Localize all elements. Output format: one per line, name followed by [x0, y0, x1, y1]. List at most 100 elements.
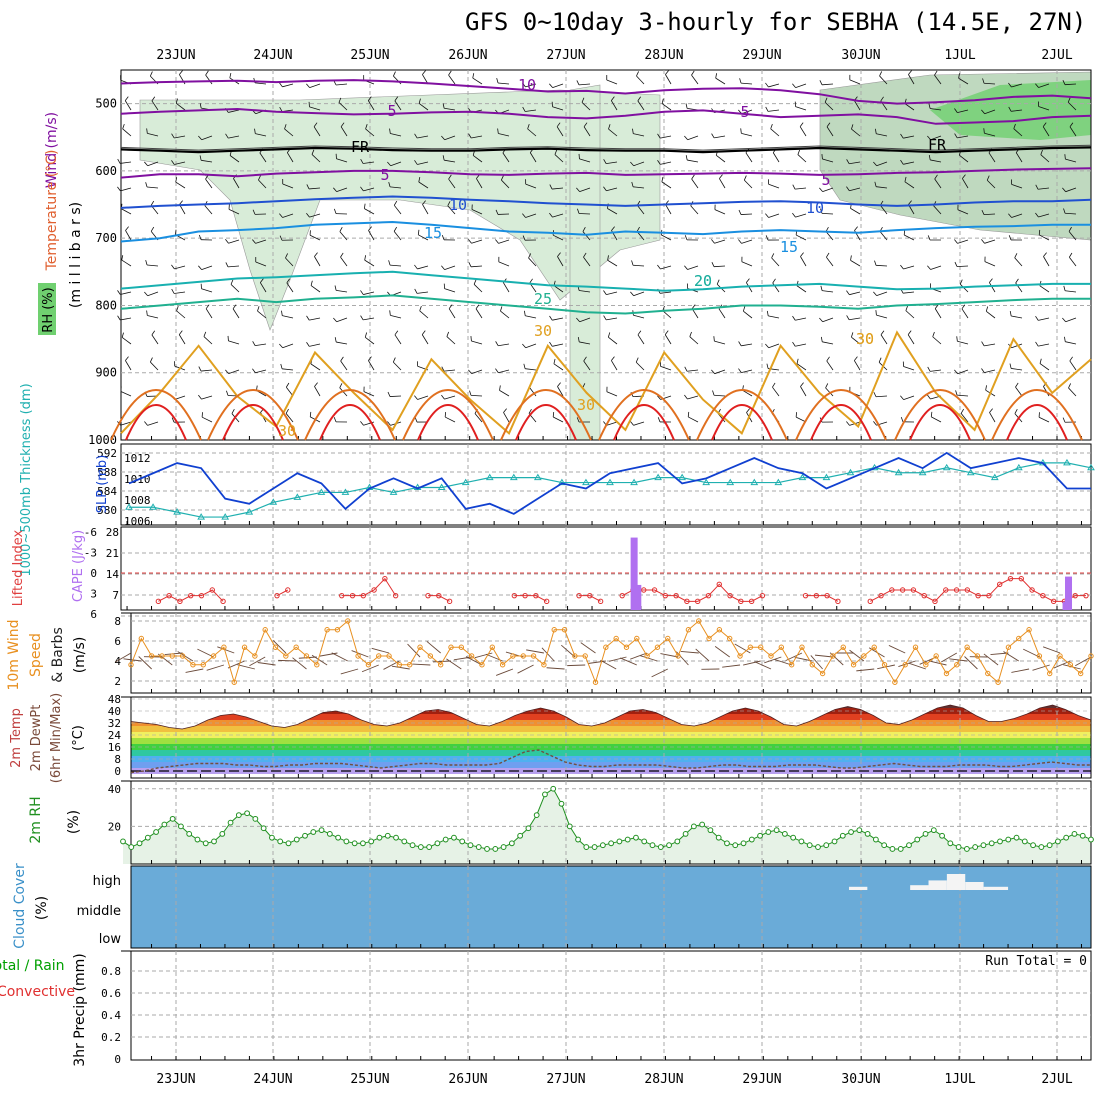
- upper-wind-barb-flag: [792, 83, 796, 88]
- cloud-background: [131, 866, 1091, 948]
- upper-wind-barb-flag: [1062, 187, 1066, 192]
- upper-wind-barb: [121, 259, 132, 267]
- temperature-contour-35: [304, 389, 396, 441]
- date-label-bottom: 1JUL: [944, 1072, 975, 1087]
- upper-wind-barb-flag: [447, 201, 451, 206]
- wind10m-speed-marker: [1005, 644, 1012, 650]
- thickness-marker: [702, 478, 711, 486]
- upper-wind-barb: [1011, 83, 1023, 88]
- upper-wind-barb-flag: [905, 305, 908, 311]
- upper-wind-barb: [421, 334, 429, 345]
- upper-wind-barb-flag: [171, 133, 175, 139]
- slp-tick-label: 1012: [124, 452, 151, 465]
- temp2m-tick-label: 40: [108, 705, 121, 718]
- ylabel-rh: RH (%): [41, 287, 56, 332]
- upper-wind-barb-flag: [389, 310, 391, 316]
- upper-wind-barb-flag: [203, 331, 207, 337]
- upper-wind-barb: [903, 161, 915, 165]
- upper-wind-barb-flag: [145, 182, 148, 188]
- rh2m-marker: [1063, 834, 1070, 841]
- wind10m-barb: [660, 653, 679, 658]
- upper-wind-barb-flag: [468, 369, 472, 374]
- wind10m-barb: [1032, 664, 1050, 671]
- ylabel-slp: SLP (mb): [95, 455, 110, 514]
- upper-wind-barb-flag: [934, 304, 939, 309]
- upper-wind-barb-flag: [989, 408, 993, 413]
- upper-wind-barb-flag: [981, 341, 985, 347]
- contour-label: 10: [806, 199, 824, 217]
- upper-wind-barb: [984, 132, 996, 137]
- upper-wind-barb-flag: [689, 331, 692, 337]
- upper-wind-barb-flag: [496, 78, 499, 84]
- upper-wind-barb-flag: [961, 304, 966, 310]
- wind10m-speed-marker: [159, 653, 165, 659]
- rh2m-marker: [335, 834, 342, 841]
- li-marker: [392, 592, 399, 599]
- upper-wind-barb: [1038, 106, 1050, 111]
- upper-wind-barb-flag: [117, 315, 121, 321]
- wind10m-barb: [272, 639, 287, 654]
- upper-wind-barb-flag: [309, 411, 312, 417]
- upper-wind-barb: [552, 106, 564, 111]
- upper-wind-barb-flag: [743, 175, 747, 181]
- upper-wind-barb: [368, 360, 375, 371]
- upper-wind-barb-flag: [874, 181, 877, 187]
- upper-wind-barb: [201, 416, 213, 423]
- upper-wind-barb: [174, 161, 186, 165]
- upper-wind-barb: [147, 133, 159, 137]
- wind10m-barb: [407, 643, 421, 658]
- upper-wind-barb-flag: [687, 411, 690, 417]
- thickness-marker: [558, 478, 566, 486]
- upper-wind-barb: [201, 135, 213, 141]
- upper-wind-barb-flag: [582, 226, 586, 232]
- upper-wind-barb-flag: [1035, 341, 1039, 347]
- cloud-tick-label: high: [93, 874, 121, 889]
- rh2m-marker: [1021, 838, 1028, 845]
- rh2m-marker: [269, 834, 275, 841]
- upper-wind-barb: [336, 289, 348, 293]
- rh2m-marker: [939, 832, 945, 839]
- upper-wind-barb-flag: [285, 382, 290, 388]
- thickness-marker: [1014, 463, 1023, 471]
- upper-wind-barb: [984, 343, 996, 347]
- upper-wind-barb: [1014, 257, 1023, 267]
- upper-wind-barb: [363, 187, 375, 192]
- temp2m-bands: [131, 705, 1091, 774]
- upper-wind-barb-flag: [522, 235, 526, 241]
- upper-wind-barb-flag: [715, 73, 718, 79]
- wind10m-barb: [474, 652, 493, 659]
- rh2m-marker: [484, 846, 490, 852]
- rh2m-marker: [897, 846, 904, 852]
- upper-wind-barb: [1011, 109, 1023, 112]
- upper-wind-barb-flag: [414, 160, 418, 165]
- pressure-tick-label: 600: [95, 164, 117, 178]
- freezing-level-contour: [120, 146, 1092, 154]
- upper-wind-barb: [1039, 234, 1050, 241]
- upper-wind-barb-flag: [981, 368, 985, 373]
- upper-wind-barb-flag: [387, 391, 391, 397]
- wind10m-speed-marker: [510, 653, 516, 659]
- upper-wind-barb-flag: [819, 80, 823, 85]
- upper-wind-barb-flag: [772, 382, 776, 388]
- upper-wind-barb: [903, 291, 915, 294]
- upper-wind-barb-flag: [117, 186, 121, 192]
- wind10m-speed-marker: [830, 653, 836, 659]
- upper-wind-barb-flag: [360, 290, 364, 295]
- thickness-tick-label: 580: [97, 504, 117, 517]
- upper-wind-barb: [255, 369, 267, 374]
- upper-wind-barb: [903, 366, 915, 371]
- upper-wind-barb: [988, 152, 996, 163]
- temperature-contour-35: [110, 389, 202, 441]
- thickness-marker: [221, 513, 230, 520]
- rh2m-marker: [442, 836, 449, 843]
- upper-wind-barb-flag: [1042, 122, 1047, 127]
- upper-wind-barb-flag: [928, 154, 931, 161]
- upper-wind-barb: [606, 421, 618, 426]
- li-line: [276, 589, 289, 597]
- upper-wind-barb: [120, 187, 132, 192]
- upper-wind-barb: [795, 343, 807, 347]
- upper-wind-barb: [606, 79, 618, 85]
- temperature-contour-40: [613, 404, 675, 441]
- upper-wind-barb: [121, 337, 132, 345]
- upper-wind-barb-flag: [880, 330, 885, 336]
